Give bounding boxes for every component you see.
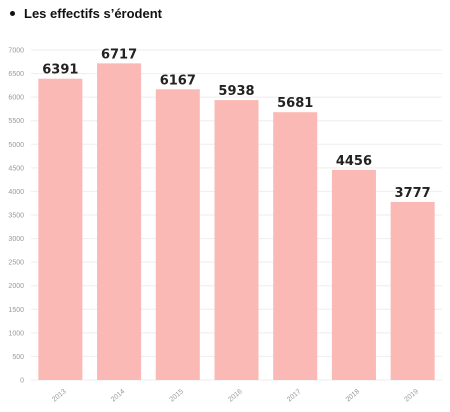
y-tick-label: 5500 [8,118,24,125]
y-tick-label: 3000 [8,236,24,243]
y-tick-label: 7000 [8,48,24,55]
y-tick-label: 3500 [8,213,24,220]
bar [97,63,142,380]
data-label: 6717 [101,47,137,62]
x-tick-label: 2015 [169,388,186,403]
data-label: 4456 [336,154,372,169]
y-tick-label: 4000 [8,189,24,196]
chart-title-row: Les effectifs s’érodent [10,4,162,22]
y-tick-label: 2000 [8,283,24,290]
bar [155,89,200,381]
y-tick-label: 1500 [8,307,24,314]
y-tick-label: 6000 [8,95,24,102]
y-tick-label: 1000 [8,330,24,337]
data-label: 6167 [160,73,196,88]
y-tick-label: 5000 [8,142,24,149]
bullet-icon [10,10,15,16]
x-tick-label: 2014 [110,388,127,403]
bar [214,100,259,381]
chart-title: Les effectifs s’érodent [24,5,162,21]
x-tick-label: 2018 [345,388,362,403]
x-tick-label: 2017 [286,388,303,403]
bar [331,169,376,380]
y-tick-label: 2500 [8,260,24,267]
x-tick-label: 2019 [403,388,420,403]
data-label: 6391 [42,63,78,78]
y-tick-label: 6500 [8,71,24,78]
y-tick-label: 0 [20,378,24,385]
y-tick-label: 500 [12,354,24,361]
x-tick-label: 2016 [227,388,244,403]
data-label: 3777 [395,186,431,201]
bar [273,112,318,380]
data-label: 5681 [277,96,313,111]
bar [390,201,435,380]
x-tick-label: 2013 [51,388,68,403]
data-label: 5938 [218,84,254,99]
y-tick-label: 4500 [8,165,24,172]
bar [38,78,83,381]
